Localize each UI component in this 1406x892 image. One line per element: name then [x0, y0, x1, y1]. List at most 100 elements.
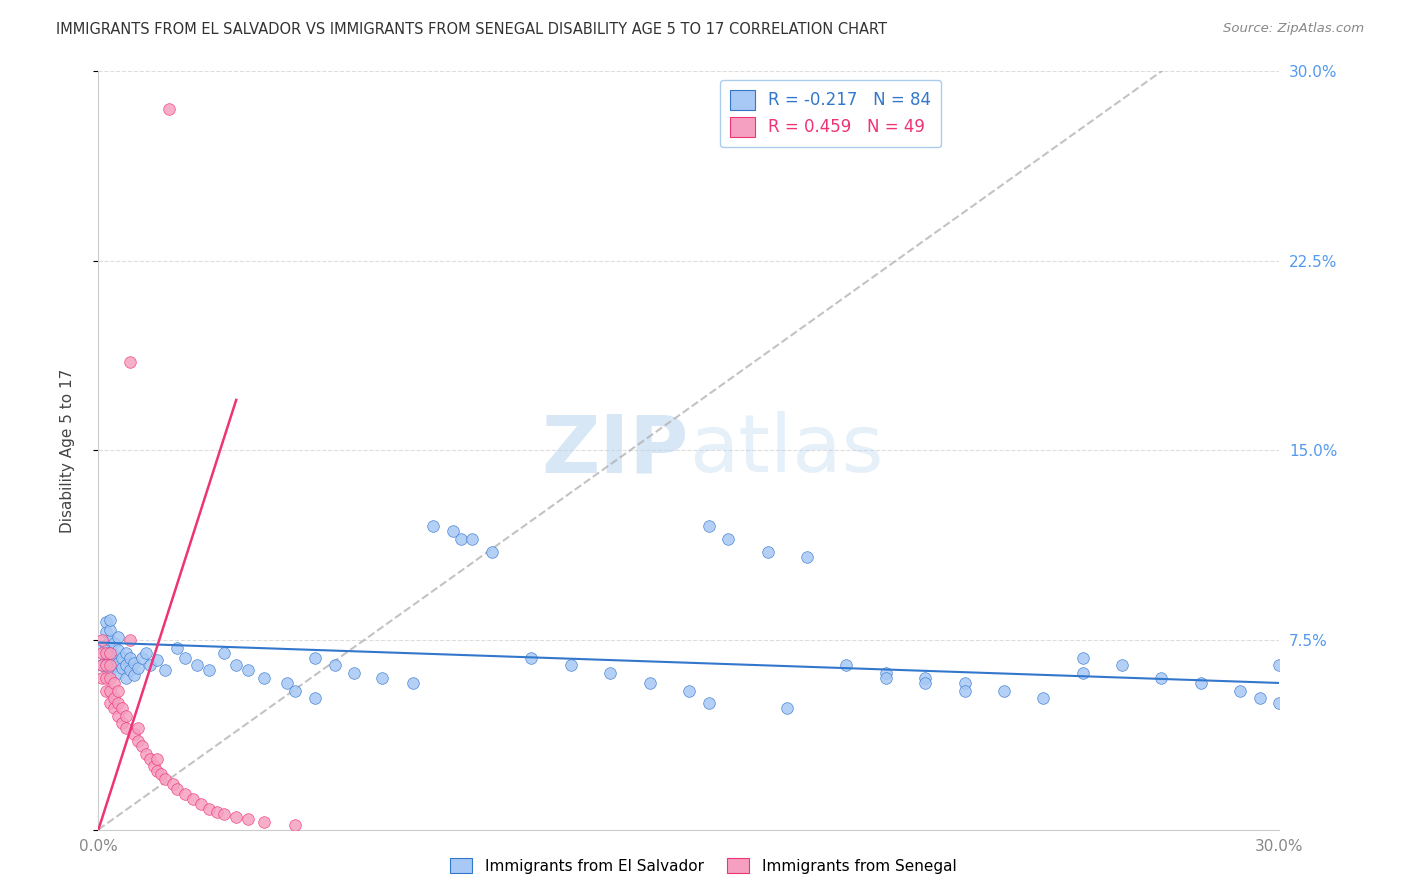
Point [98, 696, 121, 710]
Point [131, 650, 153, 665]
Point [776, 701, 799, 715]
Text: ZIP: ZIP [541, 411, 689, 490]
Point [276, 676, 298, 690]
Point [91, 658, 114, 673]
Point [560, 658, 582, 673]
Point [1032, 691, 1054, 706]
Point [166, 782, 188, 797]
Point [111, 661, 134, 675]
Point [323, 658, 346, 673]
Point [953, 676, 976, 690]
Point [253, 815, 276, 830]
Point [717, 532, 740, 546]
Point [91, 658, 114, 673]
Point [304, 691, 326, 706]
Point [103, 701, 125, 715]
Point [127, 734, 149, 748]
Point [96, 638, 118, 652]
Point [481, 544, 503, 558]
Point [115, 708, 138, 723]
Point [118, 355, 141, 369]
Point [835, 658, 858, 673]
Point [284, 817, 307, 831]
Point [1071, 665, 1094, 680]
Point [118, 633, 141, 648]
Point [103, 676, 125, 690]
Point [1249, 691, 1271, 706]
Point [461, 532, 484, 546]
Point [166, 640, 188, 655]
Point [115, 658, 138, 673]
Point [875, 671, 897, 685]
Legend: Immigrants from El Salvador, Immigrants from Senegal: Immigrants from El Salvador, Immigrants … [443, 852, 963, 880]
Point [402, 676, 425, 690]
Point [96, 625, 118, 640]
Point [875, 665, 897, 680]
Point [236, 813, 259, 827]
Point [953, 683, 976, 698]
Point [96, 615, 118, 630]
Point [96, 658, 118, 673]
Point [111, 701, 134, 715]
Point [107, 643, 129, 657]
Point [914, 676, 936, 690]
Point [98, 658, 121, 673]
Point [371, 671, 394, 685]
Point [174, 650, 197, 665]
Point [138, 752, 160, 766]
Point [98, 613, 121, 627]
Point [118, 664, 141, 678]
Point [1229, 683, 1251, 698]
Point [1189, 676, 1212, 690]
Point [115, 646, 138, 660]
Point [146, 764, 169, 779]
Point [96, 683, 118, 698]
Text: atlas: atlas [689, 411, 883, 490]
Point [111, 650, 134, 665]
Point [190, 797, 212, 812]
Point [107, 631, 129, 645]
Point [225, 658, 247, 673]
Point [186, 658, 208, 673]
Point [1150, 671, 1173, 685]
Point [127, 661, 149, 675]
Point [122, 726, 145, 740]
Point [98, 646, 121, 660]
Point [155, 772, 177, 786]
Point [107, 708, 129, 723]
Point [138, 658, 160, 673]
Point [225, 810, 247, 824]
Text: Source: ZipAtlas.com: Source: ZipAtlas.com [1223, 22, 1364, 36]
Point [91, 640, 114, 655]
Point [520, 650, 543, 665]
Point [678, 683, 700, 698]
Point [98, 653, 121, 667]
Point [115, 722, 138, 736]
Legend: R = -0.217   N = 84, R = 0.459   N = 49: R = -0.217 N = 84, R = 0.459 N = 49 [720, 79, 942, 147]
Y-axis label: Disability Age 5 to 17: Disability Age 5 to 17 [60, 368, 75, 533]
Point [103, 635, 125, 649]
Point [96, 646, 118, 660]
Point [756, 544, 779, 558]
Point [1071, 650, 1094, 665]
Point [107, 656, 129, 670]
Text: IMMIGRANTS FROM EL SALVADOR VS IMMIGRANTS FROM SENEGAL DISABILITY AGE 5 TO 17 CO: IMMIGRANTS FROM EL SALVADOR VS IMMIGRANT… [56, 22, 887, 37]
Point [115, 671, 138, 685]
Point [197, 802, 219, 816]
Point [993, 683, 1015, 698]
Point [103, 691, 125, 706]
Point [127, 722, 149, 736]
Point [98, 671, 121, 685]
Point [98, 633, 121, 648]
Point [1268, 696, 1291, 710]
Point [236, 664, 259, 678]
Point [96, 650, 118, 665]
Point [96, 671, 118, 685]
Point [98, 683, 121, 698]
Point [91, 633, 114, 648]
Point [343, 665, 366, 680]
Point [150, 767, 173, 781]
Point [107, 665, 129, 680]
Point [103, 648, 125, 662]
Point [162, 777, 184, 791]
